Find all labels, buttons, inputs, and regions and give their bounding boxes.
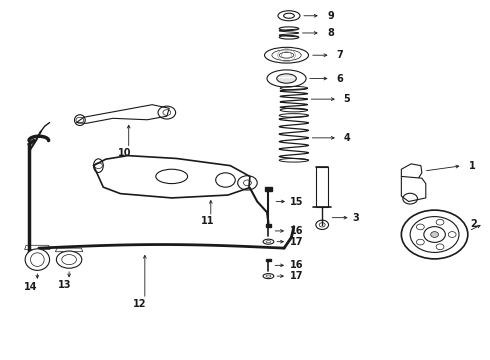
Text: 6: 6 [337, 73, 343, 84]
Text: 8: 8 [327, 28, 334, 38]
Polygon shape [266, 259, 271, 261]
Polygon shape [24, 245, 50, 249]
Text: 3: 3 [352, 213, 359, 222]
Text: 16: 16 [290, 260, 303, 270]
Polygon shape [266, 225, 271, 226]
Ellipse shape [25, 249, 49, 270]
Text: 14: 14 [24, 282, 38, 292]
Polygon shape [401, 176, 426, 202]
Ellipse shape [56, 251, 82, 268]
Text: 13: 13 [58, 280, 72, 290]
Text: 5: 5 [343, 94, 350, 104]
Text: 9: 9 [327, 11, 334, 21]
Polygon shape [401, 164, 422, 180]
Text: 7: 7 [337, 50, 343, 60]
Text: 16: 16 [290, 226, 303, 236]
Text: 15: 15 [290, 197, 303, 207]
Circle shape [401, 210, 468, 259]
Text: 12: 12 [133, 299, 146, 309]
Polygon shape [94, 156, 250, 198]
Text: 17: 17 [290, 237, 303, 247]
Text: 10: 10 [118, 148, 131, 158]
Text: 17: 17 [290, 271, 303, 281]
Circle shape [431, 231, 439, 237]
Polygon shape [76, 105, 169, 123]
Text: 11: 11 [201, 216, 215, 226]
Polygon shape [265, 187, 272, 191]
Text: 2: 2 [470, 219, 476, 229]
Text: 4: 4 [343, 133, 350, 143]
Text: 1: 1 [469, 161, 475, 171]
Polygon shape [55, 248, 83, 252]
